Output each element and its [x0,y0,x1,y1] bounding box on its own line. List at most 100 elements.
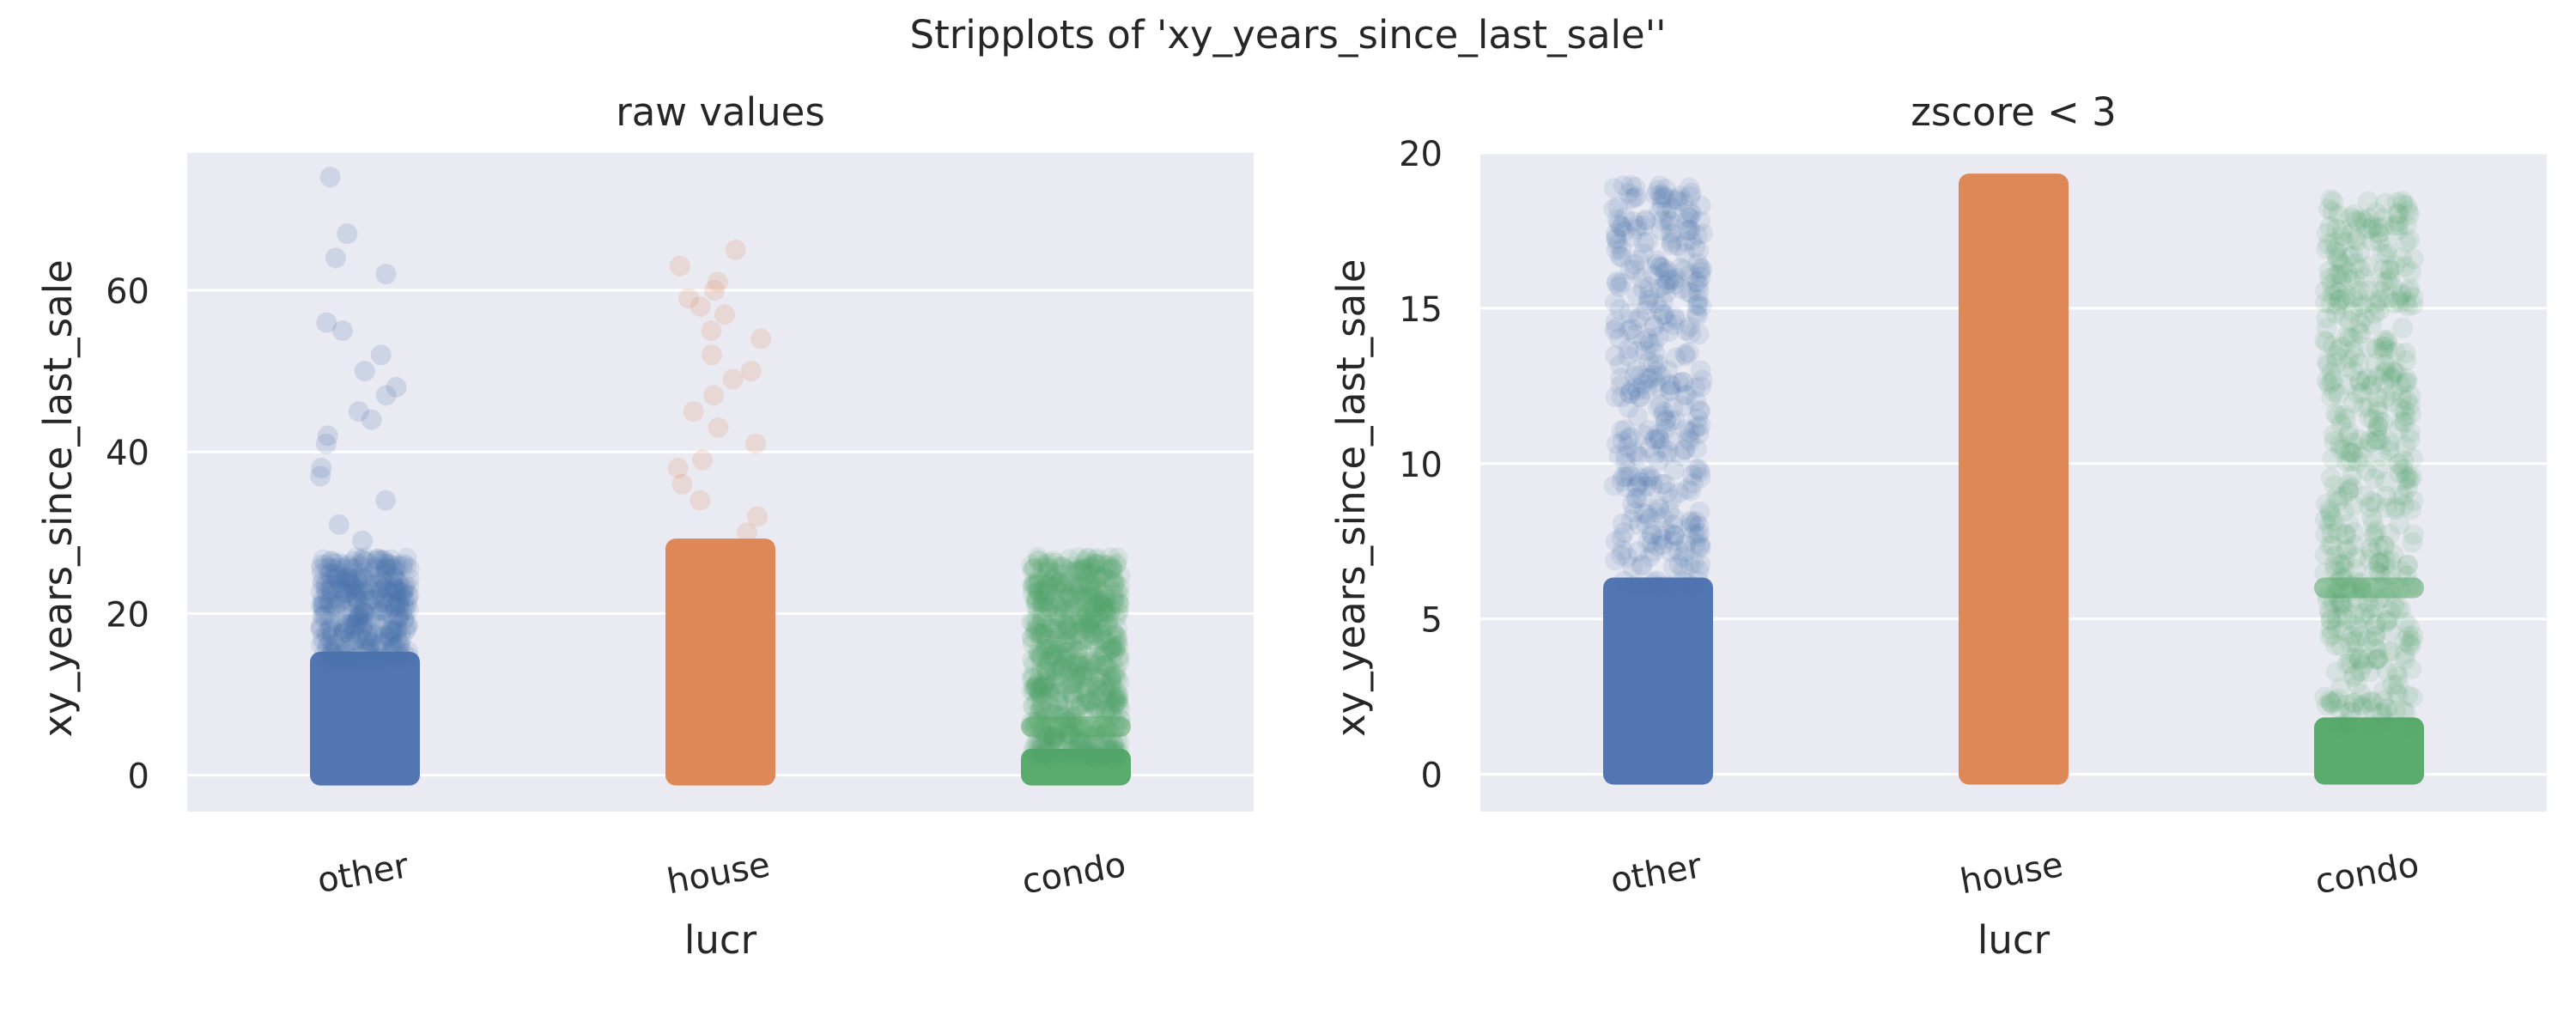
data-point [1024,557,1045,579]
data-point [2342,392,2364,413]
data-point [1624,575,1645,597]
data-point [1063,689,1084,710]
data-point [2337,425,2359,447]
data-point [1036,660,1057,681]
data-point [2396,465,2417,487]
data-point [1094,654,1115,676]
data-point [2399,395,2421,417]
data-point [2331,225,2353,246]
data-point [2376,485,2397,507]
data-point [1096,602,1117,623]
data-point [1647,353,1668,374]
data-point [2371,445,2392,466]
data-point [1069,652,1091,673]
data-point [2315,280,2336,301]
data-point [336,581,357,603]
data-point [1626,215,1648,236]
data-point [1637,294,1658,315]
data-point [1622,211,1643,233]
data-point [398,599,419,620]
data-point [1073,630,1095,651]
data-point [353,550,374,572]
data-point [1036,660,1058,681]
data-point [380,582,401,604]
data-point [2332,605,2354,626]
data-point [1032,624,1054,646]
data-point [1029,682,1050,703]
data-point [1077,547,1098,569]
data-point [396,547,417,569]
data-point [1021,555,1042,576]
data-point [2363,409,2385,430]
data-point [2373,534,2395,556]
strip-mass-condo [1021,748,1131,786]
data-point [2390,398,2411,419]
data-point [1669,185,1691,206]
data-point [2318,599,2340,621]
data-point [1081,556,1103,577]
data-point [2372,208,2394,229]
data-point [2386,192,2408,213]
data-point [2353,607,2374,629]
data-point [2384,362,2405,384]
data-point [310,595,331,617]
data-point [1609,354,1631,375]
data-point [2388,204,2409,225]
data-point [1625,477,1647,499]
data-point [1054,574,1076,595]
data-point [355,605,377,626]
data-point [386,595,407,617]
data-point [1625,441,1646,463]
data-point [1024,575,1045,596]
data-point [1039,594,1060,616]
data-point [2345,558,2366,580]
data-point [1063,580,1084,601]
data-point [1047,581,1068,603]
data-point [2365,615,2386,636]
data-point [2366,520,2387,542]
data-point [1680,201,1701,222]
data-point [1093,654,1115,676]
data-point [313,643,335,665]
data-point [1087,565,1109,587]
data-point [2388,418,2409,440]
data-point [1041,630,1062,652]
data-point [2375,386,2397,408]
data-point [2372,680,2394,702]
data-point [2319,216,2341,237]
x-tick-label-condo: condo [1019,845,1129,902]
data-point [1659,380,1680,401]
data-point [1108,694,1129,715]
data-point [1054,570,1075,592]
data-point [2337,713,2359,734]
data-point [2403,287,2424,308]
data-point [1100,677,1121,698]
data-point [1619,383,1641,404]
data-point [2340,441,2361,463]
data-point [366,622,387,643]
data-point [2319,626,2341,648]
data-point [1619,426,1641,447]
data-point [1089,637,1110,659]
data-point [1608,328,1630,350]
data-point [2366,638,2387,660]
data-point [319,574,340,595]
data-point [1032,609,1054,630]
data-point [1659,215,1680,236]
data-point [325,558,346,580]
data-point [1088,587,1109,609]
data-point [1064,596,1085,617]
data-point [1102,557,1123,578]
data-point [1668,482,1690,503]
data-point [1620,188,1642,210]
data-point [367,650,388,672]
outlier-point [316,312,337,333]
data-point [351,549,373,570]
data-point [345,579,367,600]
data-point [2396,350,2417,371]
data-point [1652,257,1674,278]
data-point [2381,391,2403,412]
data-point [352,584,374,605]
